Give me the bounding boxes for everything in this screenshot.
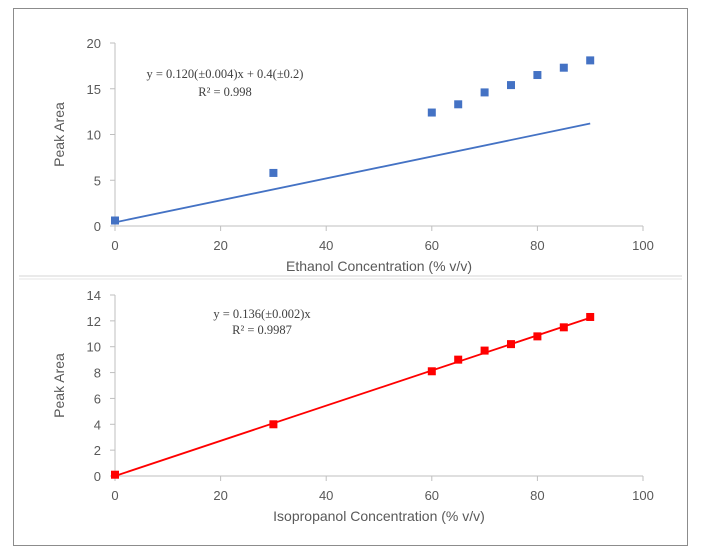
x-tick-label: 20 [213, 488, 227, 503]
data-point [559, 323, 568, 332]
x-tick-label: 40 [319, 488, 333, 503]
data-point [507, 81, 515, 90]
equation-line: R² = 0.9987 [232, 323, 292, 337]
x-tick-label: 100 [632, 238, 654, 253]
x-tick-label: 80 [530, 238, 544, 253]
x-tick-label: 0 [111, 238, 118, 253]
data-point [454, 355, 463, 364]
x-tick-label: 40 [319, 238, 333, 253]
data-point [111, 470, 119, 479]
equation-line: R² = 0.998 [198, 85, 252, 99]
data-point [480, 88, 489, 97]
data-point [111, 216, 119, 225]
x-tick-label: 100 [632, 488, 654, 503]
data-point [454, 100, 463, 109]
equation-line: y = 0.136(±0.002)x [213, 307, 311, 321]
data-point [269, 168, 278, 177]
data-point [269, 420, 278, 429]
y-tick-label: 15 [87, 82, 101, 97]
y-axis-title: Peak Area [51, 102, 67, 167]
isopropanol-chart: 0 2 4 6 8 10 12 14 0 20 40 60 80 100 Isopropanol Conce… [51, 288, 654, 524]
ethanol-chart: 0 5 10 15 20 0 20 40 60 80 100 Ethanol Concentratio… [51, 36, 654, 274]
y-tick-label: 0 [94, 219, 101, 234]
y-tick-label: 4 [94, 417, 101, 432]
y-tick-label: 14 [87, 288, 101, 303]
equation-line: y = 0.120(±0.004)x + 0.4(±0.2) [147, 67, 304, 81]
data-point [586, 56, 595, 65]
data-point [559, 63, 568, 72]
x-tick-label: 60 [425, 238, 439, 253]
y-tick-label: 6 [94, 391, 101, 406]
data-point [480, 346, 489, 355]
figure-frame [13, 8, 688, 546]
y-tick-label: 5 [94, 173, 101, 188]
y-tick-label: 2 [94, 443, 101, 458]
y-tick-label: 0 [94, 469, 101, 484]
y-tick-label: 8 [94, 366, 101, 381]
x-tick-label: 80 [530, 488, 544, 503]
y-axis-title: Peak Area [51, 353, 67, 418]
y-tick-label: 10 [87, 128, 101, 143]
y-tick-label: 10 [87, 340, 101, 355]
x-axis-title: Ethanol Concentration (% v/v) [286, 258, 472, 274]
data-point [427, 367, 436, 376]
x-tick-label: 60 [425, 488, 439, 503]
data-point [533, 71, 542, 80]
trendline [114, 122, 591, 224]
y-tick-label: 12 [87, 314, 101, 329]
data-point [586, 312, 595, 321]
data-point [507, 340, 515, 349]
x-tick-label: 20 [213, 238, 227, 253]
y-tick-label: 20 [87, 36, 101, 51]
x-tick-label: 0 [111, 488, 118, 503]
x-axis-title: Isopropanol Concentration (% v/v) [273, 508, 485, 524]
data-point [533, 332, 542, 341]
data-point [427, 108, 436, 117]
trendline [114, 316, 591, 477]
